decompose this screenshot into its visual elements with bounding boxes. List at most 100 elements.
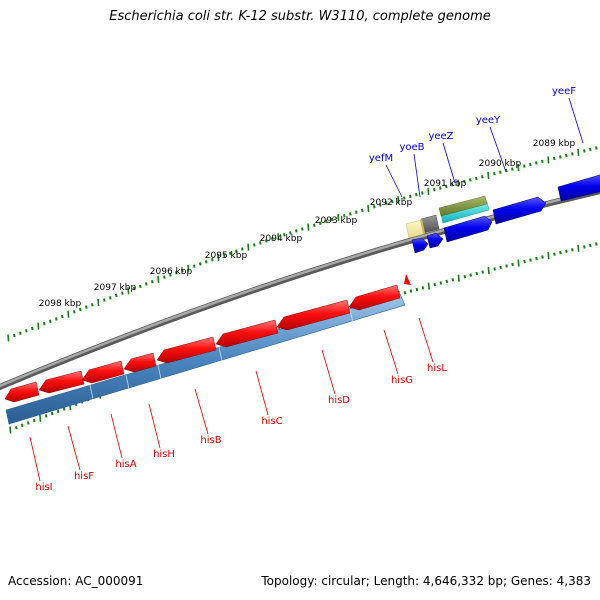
tick-outer-minor [43,321,46,326]
tick-inner-major [427,282,430,290]
tick-outer-minor [583,149,586,153]
tick-inner-minor [421,286,425,290]
tick-outer-minor [313,223,316,227]
feature-band [5,293,406,425]
tick-outer-major [277,233,280,241]
tick-outer-minor [31,326,34,331]
tick-inner-minor [505,264,508,268]
gene-block-hisB [156,336,217,364]
tick-outer-minor [145,282,148,286]
gene-label-yeeZ: yeeZ [428,131,453,142]
tick-label: 2090 kbp [479,159,522,169]
gene-block-hisI [4,381,40,403]
tick-outer-minor [565,153,568,158]
tick-outer-minor [463,179,466,184]
tick-label: 2093 kbp [315,216,358,226]
tick-outer-minor [175,271,178,275]
genome-summary: Topology: circular; Length: 4,646,332 bp… [261,574,591,588]
tick-outer-minor [319,221,322,225]
tick-labels: 2089 kbp 2090 kbp 2091 kbp 2092 kbp 2093 kbp… [39,139,576,309]
tick-outer-minor [511,167,514,171]
tick-outer-major [157,275,160,284]
gene-label-yeeF: yeeF [552,86,576,97]
tick-inner-minor [565,249,568,253]
tick-outer-minor [49,319,52,324]
tick-inner-minor [50,411,54,416]
tick-outer-minor [475,176,478,181]
tick-inner-minor [451,278,455,282]
tick-outer-minor [79,307,82,312]
tick-outer-major [547,156,550,164]
tick-inner-minor [20,423,24,428]
tick-outer-minor [445,184,448,189]
tick-inner-minor [559,251,562,255]
tick-outer-minor [193,264,196,268]
tick-outer-major [187,264,190,272]
tick-outer-minor [109,296,112,300]
tick-inner-minor [553,252,556,256]
tick-inner-minor [589,243,592,248]
tick-inner-minor [26,421,30,425]
tick-outer-minor [595,146,598,150]
gene-leader-hisF [67,425,81,471]
tick-outer-minor [553,156,556,161]
tick-label: 2091 kbp [424,179,467,189]
gene-label-hisL: hisL [427,363,447,374]
tick-inner-minor [481,270,484,274]
gene-leader-yoeB [413,153,421,198]
gene-leader-hisC [255,370,269,416]
reverse-gene-blocks [4,274,411,403]
tick-inner-major [547,252,550,260]
tick-outer-minor [403,196,406,200]
overlay-features [405,195,490,239]
gene-block-yeeF [557,174,600,202]
gene-block-hisH [123,352,157,373]
gene-block-hisG [348,284,401,311]
gene-label-hisG: hisG [391,375,413,386]
tick-inner-minor [44,414,48,418]
gene-leader-yeeF [568,97,584,144]
tick-outer-major [67,310,70,318]
gene-block-hisF [38,370,85,394]
tick-outer-minor [385,201,388,205]
tick-inner-minor [541,255,544,259]
tick-inner-major [39,414,42,422]
tick-outer-minor [199,262,202,266]
tick-inner-minor [409,289,413,293]
tick-outer-minor [343,214,346,218]
tick-outer-minor [589,147,592,152]
tick-inner-major [457,274,460,282]
gene-block-hisA [81,360,125,384]
tick-track-outer [7,146,598,342]
gene-label-hisH: hisH [153,449,175,460]
feature-olive [438,195,488,217]
tick-outer-minor [229,251,232,255]
tick-outer-minor [421,191,424,195]
tick-label: 2095 kbp [205,251,248,261]
gene-label-yefM: yefM [369,153,393,164]
tick-label: 2089 kbp [533,139,576,149]
tick-outer-minor [439,186,442,190]
tick-inner-minor [14,425,18,430]
gene-label-yoeB: yoeB [399,142,424,153]
tick-inner-minor [583,245,586,249]
tick-inner-minor [493,267,496,271]
tick-outer-minor [181,268,184,273]
tick-outer-minor [529,162,532,167]
tick-outer-minor [535,161,538,165]
tick-label: 2097 kbp [94,283,137,293]
tick-outer-minor [415,192,418,197]
gene-label-hisA: hisA [115,459,136,470]
tick-inner-minor [511,262,514,267]
tick-outer-minor [91,303,94,307]
tick-outer-minor [241,247,244,251]
tick-outer-minor [559,155,562,159]
tick-outer-minor [493,172,496,176]
tick-outer-major [127,287,130,295]
gene-leader-yeeZ [442,142,456,184]
tick-inner-minor [439,281,443,285]
forward-gene-blocks [411,174,600,254]
gene-leader-hisB [194,388,209,435]
tick-inner-minor [571,248,574,252]
